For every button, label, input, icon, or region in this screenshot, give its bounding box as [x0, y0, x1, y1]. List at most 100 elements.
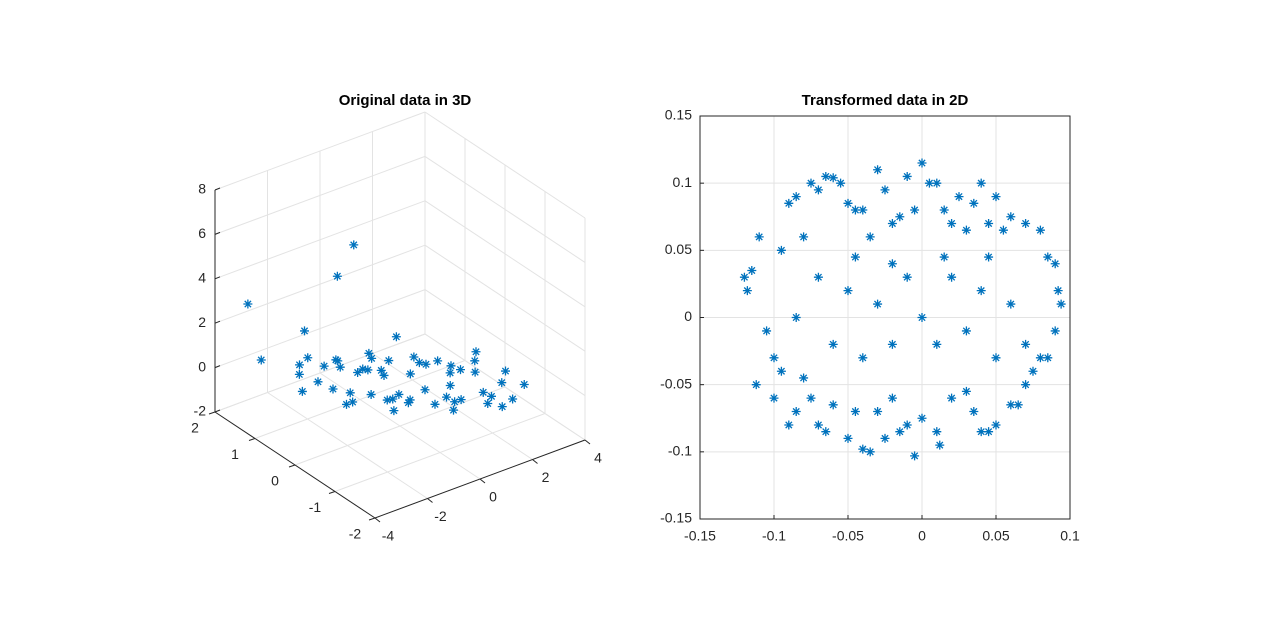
y-tick-label: 1 — [231, 446, 239, 462]
point — [319, 361, 329, 371]
point — [1028, 366, 1038, 376]
point — [947, 272, 957, 282]
z-tick-label: -2 — [194, 403, 207, 419]
point — [405, 369, 415, 379]
z-tick — [214, 320, 221, 324]
x-tick-label: 4 — [594, 450, 602, 466]
point — [1006, 400, 1016, 410]
point — [961, 225, 971, 235]
point — [364, 348, 374, 358]
point — [902, 420, 912, 430]
point — [769, 393, 779, 403]
point — [947, 393, 957, 403]
point — [456, 395, 466, 405]
point — [865, 232, 875, 242]
point — [358, 364, 368, 374]
grid-line — [424, 155, 586, 263]
chart-title: Transformed data in 2D — [802, 92, 969, 109]
point — [865, 447, 875, 457]
z-tick — [214, 409, 221, 413]
y-tick-label: 2 — [191, 420, 199, 436]
point — [791, 192, 801, 202]
point — [420, 385, 430, 395]
point — [501, 366, 510, 376]
point — [487, 391, 496, 401]
point — [332, 271, 342, 281]
point — [742, 286, 752, 296]
point — [947, 218, 957, 228]
point — [836, 178, 846, 188]
point — [976, 427, 986, 437]
point — [910, 205, 920, 215]
point — [328, 384, 338, 394]
point — [895, 427, 905, 437]
point — [776, 366, 786, 376]
point — [880, 433, 890, 443]
point — [497, 378, 507, 388]
x-tick-label: -0.05 — [832, 528, 864, 544]
point — [858, 444, 868, 454]
x-tick — [374, 517, 381, 523]
point — [405, 395, 415, 405]
point — [331, 355, 341, 365]
x-tick — [584, 439, 591, 445]
point — [388, 394, 398, 404]
point — [1035, 225, 1045, 235]
point — [969, 407, 979, 417]
point — [932, 339, 942, 349]
point — [769, 353, 779, 363]
point — [243, 299, 253, 309]
point — [843, 433, 853, 443]
point — [976, 178, 986, 188]
point — [747, 265, 757, 275]
point — [821, 171, 831, 181]
point — [828, 173, 838, 183]
point — [984, 252, 994, 262]
point — [850, 407, 860, 417]
point — [976, 286, 986, 296]
point — [887, 393, 897, 403]
point — [917, 413, 927, 423]
point — [806, 393, 816, 403]
point — [1056, 299, 1066, 309]
point — [910, 451, 920, 461]
grid-line — [214, 111, 426, 191]
x-tick-label: 0.1 — [1060, 528, 1080, 544]
point — [939, 252, 949, 262]
point — [1050, 326, 1060, 336]
axes-box — [699, 115, 1071, 520]
y-tick — [248, 438, 256, 441]
z-tick — [214, 231, 221, 235]
point — [991, 420, 1001, 430]
point — [456, 365, 465, 375]
point — [991, 353, 1001, 363]
z-tick — [214, 276, 221, 280]
point — [483, 398, 493, 408]
point — [295, 360, 304, 370]
grid-line — [424, 111, 586, 219]
point — [471, 347, 481, 357]
point — [348, 397, 358, 407]
point — [345, 388, 355, 398]
point — [880, 185, 890, 195]
point — [873, 299, 883, 309]
point — [939, 205, 949, 215]
point — [969, 198, 979, 208]
point — [470, 356, 480, 366]
grid-line — [214, 155, 426, 235]
chart-title: Original data in 3D — [339, 92, 472, 109]
point — [294, 369, 304, 379]
point — [887, 218, 897, 228]
point — [394, 389, 404, 399]
point — [843, 286, 853, 296]
grid-line — [424, 289, 586, 397]
point — [739, 272, 749, 282]
grid-line — [424, 333, 586, 441]
point — [389, 406, 399, 416]
point — [409, 352, 419, 362]
point — [430, 399, 440, 409]
point — [784, 420, 794, 430]
point — [1043, 252, 1053, 262]
z-tick-label: 2 — [198, 314, 206, 330]
